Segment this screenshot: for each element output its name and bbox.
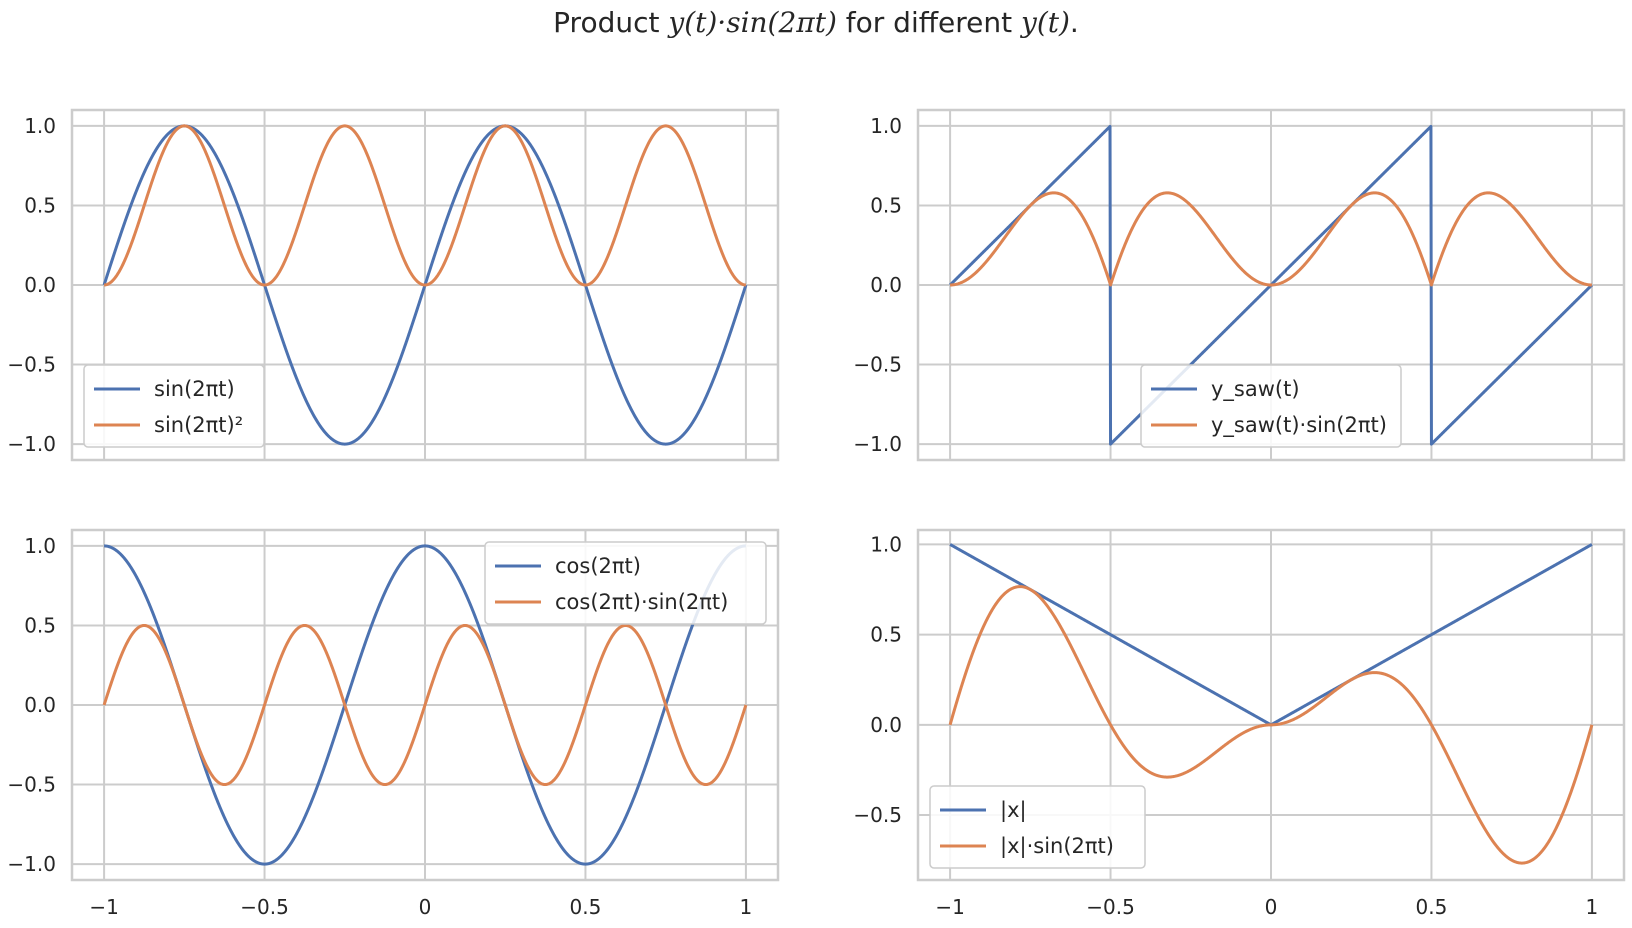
x-tick-label: 1	[1586, 895, 1599, 919]
axes-frame	[70, 108, 780, 462]
legend-label: cos(2πt)·sin(2πt)	[555, 590, 728, 614]
subplot-top-right: 1.0 0.5 0.0 −0.5 −1.0 y_saw(t) y_saw(t)·sin(2π…	[853, 108, 1626, 462]
y-tick-label: −0.5	[853, 353, 902, 377]
y-tick-label: −1.0	[853, 432, 902, 456]
y-tick-label: 0.0	[870, 713, 902, 737]
legend: cos(2πt) cos(2πt)·sin(2πt)	[484, 541, 767, 625]
legend-label: cos(2πt)	[555, 554, 641, 578]
y-tick-label: −0.5	[853, 803, 902, 827]
legend-label: |x|·sin(2πt)	[1000, 834, 1114, 859]
y-tick-label: 0.0	[870, 273, 902, 297]
axes-frame	[916, 528, 1626, 882]
y-tick-label: −0.5	[7, 773, 56, 797]
y-tick-label: 0.5	[870, 623, 902, 647]
series-line-1	[102, 623, 748, 787]
y-tick-label: 0.0	[24, 273, 56, 297]
legend: y_saw(t) y_saw(t)·sin(2πt)	[1140, 364, 1402, 448]
y-tick-label: 0.5	[24, 613, 56, 637]
legend: sin(2πt) sin(2πt)²	[83, 364, 265, 448]
y-tick-label: 0.5	[870, 193, 902, 217]
y-tick-label: −1.0	[7, 432, 56, 456]
x-tick-label: −0.5	[1086, 895, 1135, 919]
series-line-1	[103, 124, 747, 287]
figure-title: Product y(t)·sin(2πt) for different y(t)…	[0, 6, 1632, 39]
legend-label: y_saw(t)	[1211, 377, 1300, 402]
legend-label: sin(2πt)²	[154, 413, 243, 437]
x-tick-label: 1	[740, 895, 753, 919]
title-math: y(t)·sin(2πt)	[668, 6, 837, 39]
y-tick-label: 0.0	[24, 693, 56, 717]
subplot-bottom-left: 1.00.50.0−0.5−1.0−1 −0.5 0 0.5 1cos(2πt)cos(…	[7, 528, 780, 919]
subplot-bottom-right: 1.0 0.5 0.0 −0.5 −1 −0.5 0 0.5 1 |x| |x|·sin(2πt)	[853, 528, 1626, 919]
title-suffix: .	[1069, 6, 1079, 39]
legend: |x| |x|·sin(2πt)	[929, 785, 1146, 869]
y-tick-label: 1.0	[24, 114, 56, 138]
y-tick-label: −0.5	[7, 353, 56, 377]
title-mid: for different	[836, 6, 1021, 39]
axes-frame	[70, 528, 780, 882]
y-tick-label: −1.0	[7, 852, 56, 876]
y-tick-label: 1.0	[870, 532, 902, 556]
legend-label: |x|	[1000, 798, 1027, 823]
x-tick-label: 0.5	[570, 895, 602, 919]
x-tick-label: 0	[1265, 895, 1278, 919]
x-tick-label: 0.5	[1416, 895, 1448, 919]
series-line-1	[948, 585, 1594, 865]
subplot-top-left: 1.0 0.5 0.0 −0.5 −1.0 sin(2πt) sin(2πt)²	[7, 108, 780, 462]
x-tick-label: 0	[419, 895, 432, 919]
y-tick-label: 0.5	[24, 193, 56, 217]
series-line-0	[103, 544, 747, 866]
y-tick-label: 1.0	[24, 534, 56, 558]
legend-box	[484, 541, 767, 625]
title-prefix: Product	[553, 6, 669, 39]
x-tick-label: −1	[935, 895, 964, 919]
series-line-1	[949, 191, 1593, 287]
legend-box	[1140, 364, 1402, 448]
legend-label: y_saw(t)·sin(2πt)	[1211, 413, 1387, 438]
y-tick-label: 1.0	[870, 114, 902, 138]
x-tick-label: −1	[89, 895, 118, 919]
title-math-2: y(t)	[1021, 6, 1070, 39]
legend-label: sin(2πt)	[154, 377, 235, 401]
x-tick-label: −0.5	[240, 895, 289, 919]
axes-frame	[916, 108, 1626, 462]
